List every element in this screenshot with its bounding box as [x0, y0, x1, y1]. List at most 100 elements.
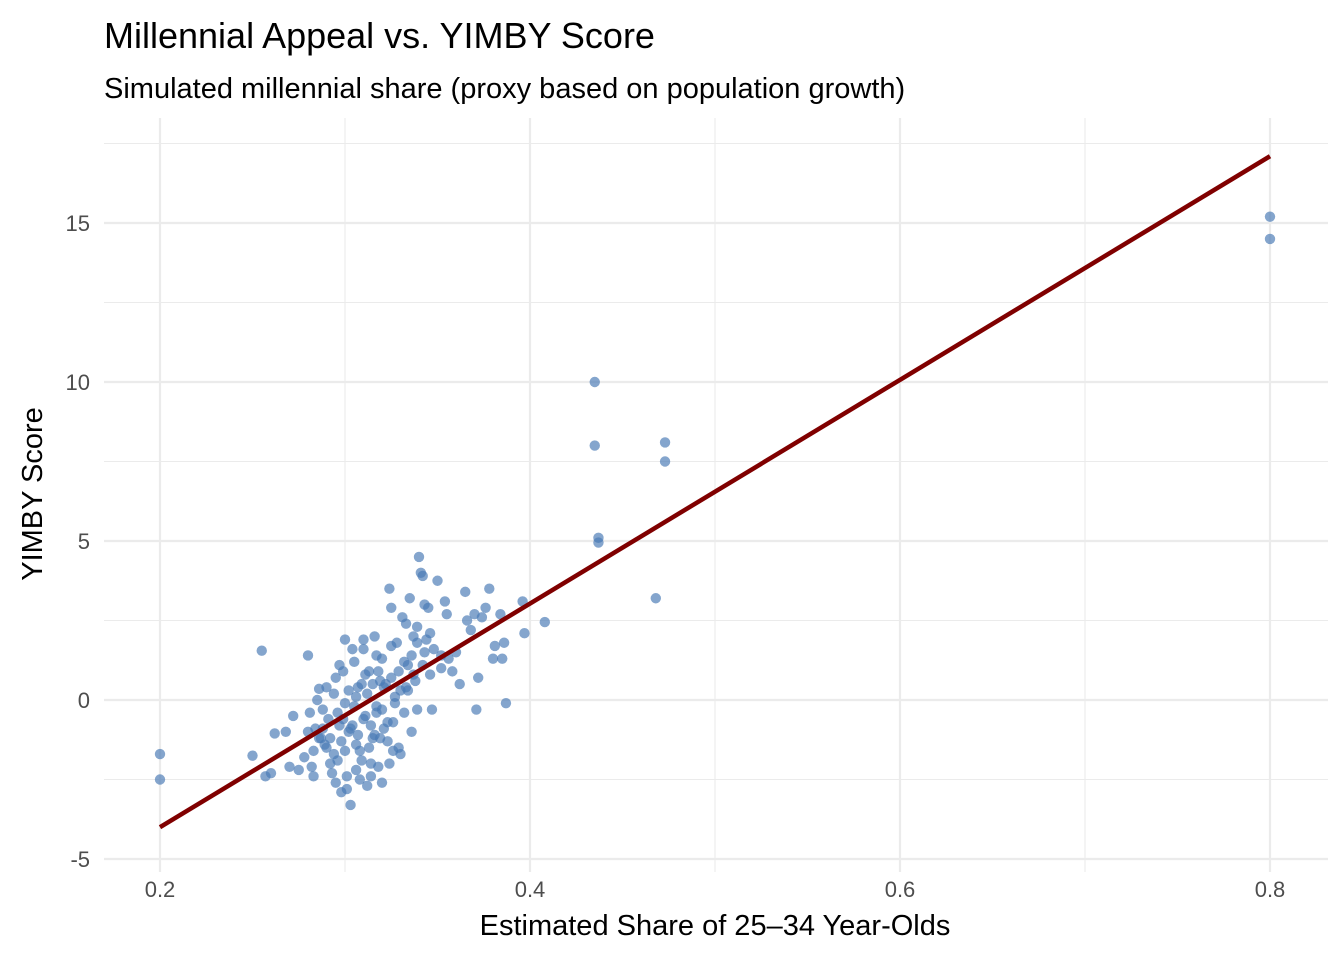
x-tick-label: 0.2: [145, 877, 176, 902]
data-point: [325, 732, 336, 744]
x-tick-label: 0.4: [515, 877, 546, 902]
x-tick-label: 0.8: [1255, 877, 1286, 902]
trend-line: [158, 154, 1272, 830]
data-point: [356, 755, 367, 766]
trend-line-group: [158, 154, 1272, 830]
data-point: [304, 707, 316, 718]
data-point: [419, 647, 430, 658]
data-point: [330, 777, 341, 788]
data-point: [500, 697, 512, 709]
chart-title: Millennial Appeal vs. YIMBY Score: [104, 15, 655, 56]
data-point: [313, 732, 325, 744]
data-point: [339, 697, 351, 709]
data-point: [417, 570, 428, 582]
data-point: [402, 685, 414, 696]
data-point: [411, 637, 423, 648]
data-point: [406, 726, 417, 737]
data-point: [349, 656, 360, 668]
data-point: [374, 732, 386, 744]
data-point: [441, 608, 452, 620]
data-point: [495, 608, 506, 620]
data-point: [454, 678, 465, 690]
data-point: [369, 631, 380, 642]
data-point: [347, 643, 358, 655]
data-point: [393, 666, 404, 677]
data-point: [593, 537, 604, 548]
data-point: [1264, 233, 1276, 245]
data-point: [424, 628, 436, 639]
data-point: [411, 621, 423, 633]
data-point: [428, 643, 439, 655]
y-axis-ticks: -5 0 5 10 15: [66, 211, 90, 872]
x-axis-title: Estimated Share of 25–34 Year-Olds: [480, 910, 951, 942]
data-point: [362, 688, 373, 699]
data-point: [341, 783, 353, 795]
data-point: [360, 669, 371, 680]
data-point: [256, 645, 267, 656]
data-point: [362, 780, 373, 792]
data-point: [387, 745, 399, 757]
data-point: [406, 650, 417, 661]
data-point: [350, 739, 362, 750]
data-point: [288, 710, 299, 722]
data-point: [498, 637, 510, 648]
data-point: [308, 745, 319, 757]
data-point: [539, 616, 550, 628]
data-point: [373, 666, 384, 677]
data-point: [426, 704, 438, 715]
data-point: [413, 551, 425, 563]
data-point: [341, 771, 353, 782]
data-point: [473, 672, 484, 683]
data-point: [367, 678, 378, 690]
data-point: [589, 440, 600, 451]
data-point: [358, 713, 369, 725]
data-point: [365, 758, 377, 769]
data-point: [299, 752, 310, 763]
data-point: [650, 593, 661, 604]
data-point: [350, 764, 362, 776]
data-point: [326, 767, 338, 779]
data-point: [306, 761, 317, 772]
data-point: [589, 376, 600, 388]
data-point: [384, 758, 395, 769]
data-point: [358, 643, 369, 655]
data-point: [404, 593, 415, 604]
data-point: [411, 704, 423, 715]
data-point: [280, 726, 291, 737]
data-point: [345, 723, 356, 734]
data-point: [386, 602, 397, 613]
data-point: [354, 774, 365, 785]
y-tick-label: 5: [78, 529, 90, 554]
data-point: [328, 748, 340, 760]
data-point: [384, 583, 395, 594]
data-point: [365, 771, 377, 782]
data-point: [293, 764, 304, 776]
data-point: [436, 663, 447, 674]
y-tick-label: -5: [70, 847, 90, 872]
data-point: [659, 456, 671, 467]
data-point: [269, 728, 280, 739]
data-point: [154, 748, 166, 760]
data-point: [376, 777, 388, 788]
data-point: [399, 707, 410, 718]
data-point: [312, 694, 323, 706]
data-point: [476, 612, 488, 623]
data-point: [339, 745, 351, 757]
data-point: [480, 602, 491, 613]
data-point: [439, 596, 451, 607]
y-tick-label: 15: [66, 211, 90, 236]
data-point: [489, 640, 501, 652]
y-tick-label: 0: [78, 688, 90, 713]
data-point: [317, 704, 328, 715]
data-point: [343, 685, 354, 696]
data-point: [352, 729, 364, 741]
data-point: [363, 742, 375, 753]
y-tick-label: 10: [66, 370, 90, 395]
data-point: [302, 650, 314, 661]
x-axis-ticks: 0.2 0.4 0.6 0.8: [145, 877, 1286, 902]
data-point: [284, 761, 295, 772]
y-axis-title: YIMBY Score: [17, 407, 49, 581]
data-point: [382, 717, 393, 728]
data-point: [358, 634, 369, 645]
data-point: [519, 628, 530, 639]
